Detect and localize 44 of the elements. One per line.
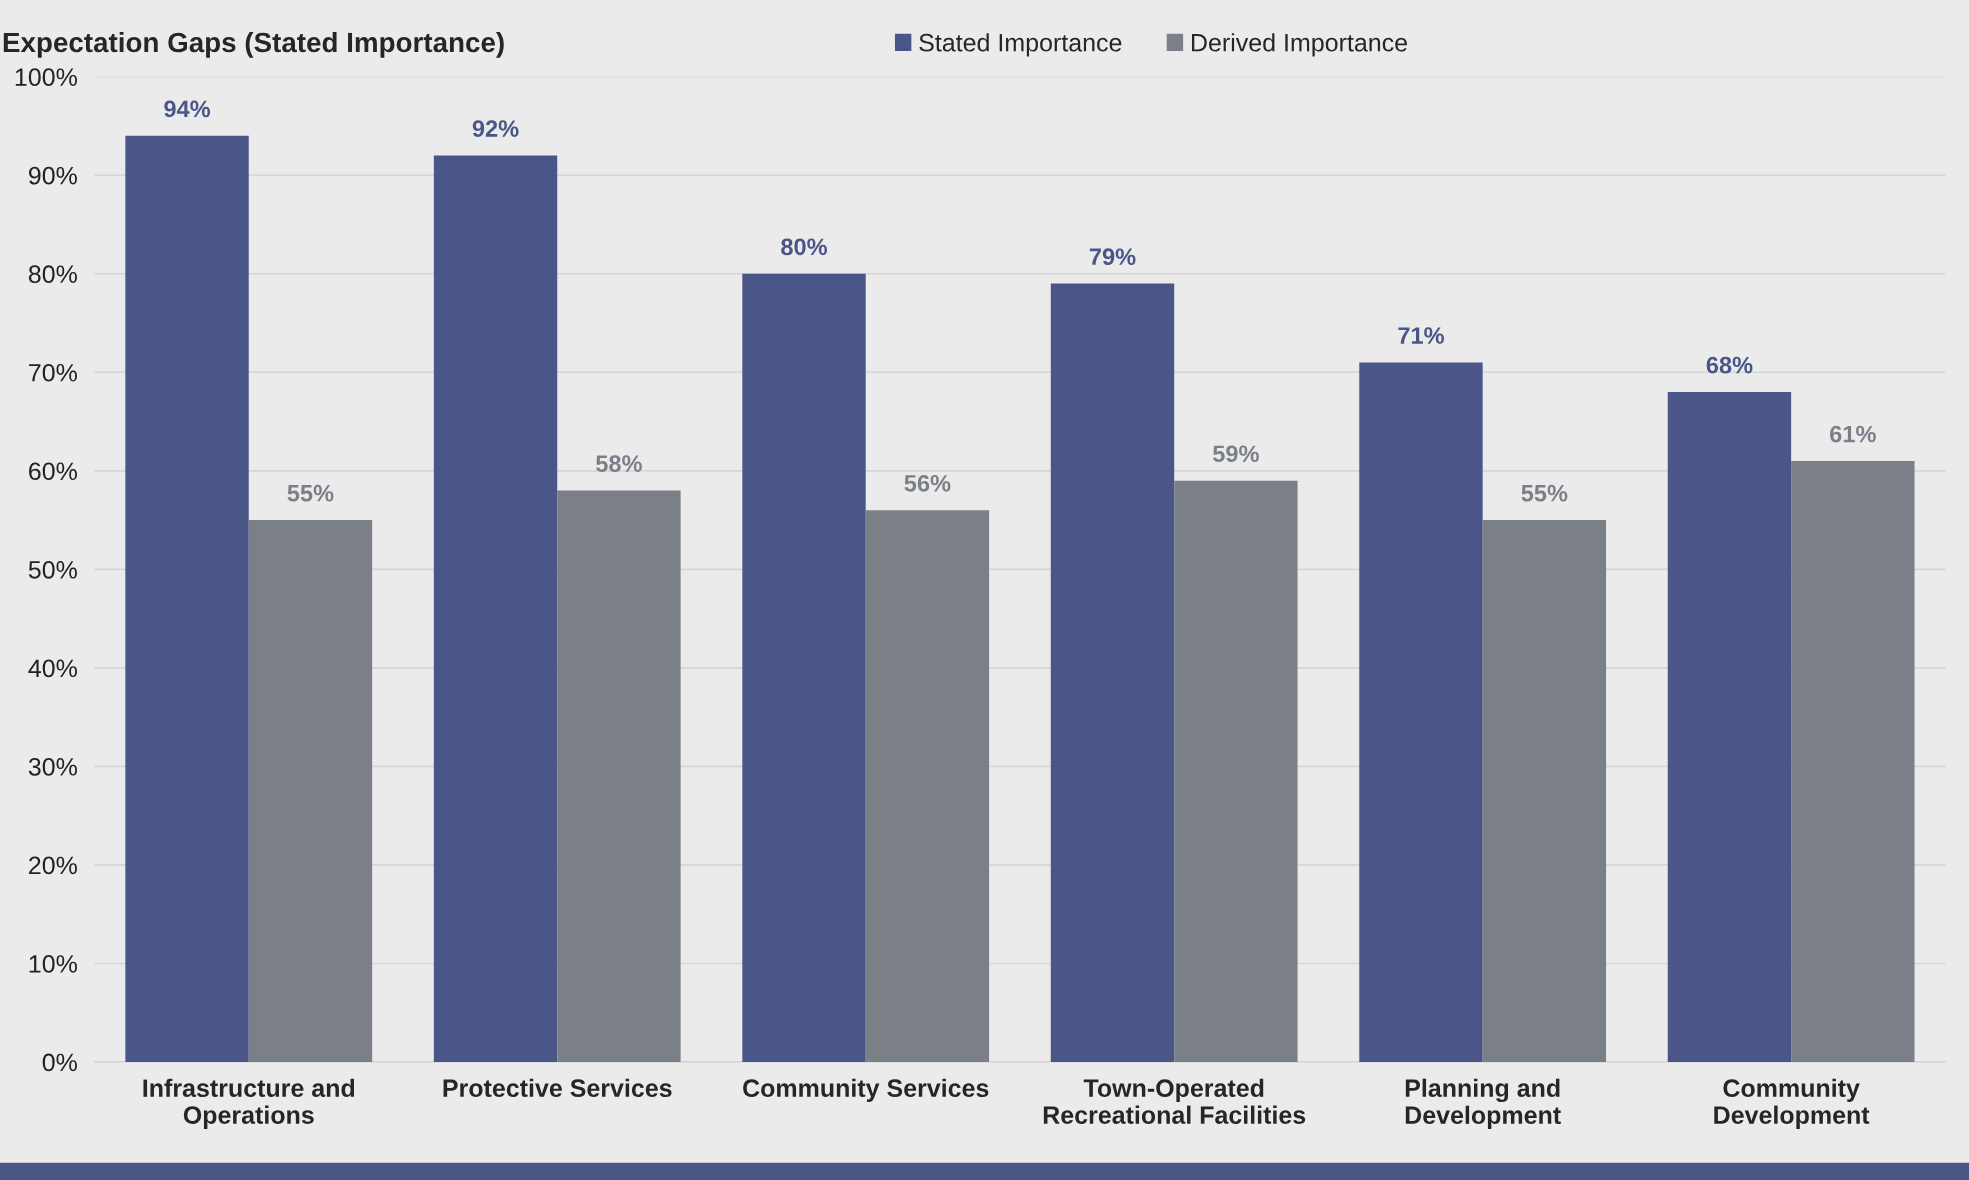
data-label: 56% — [904, 474, 951, 492]
bar — [1791, 460, 1915, 1062]
legend-label: Stated Importance — [919, 33, 1122, 57]
data-label: 80% — [781, 238, 828, 256]
x-tick-label: Planning and Development — [1405, 1078, 1561, 1130]
data-label: 55% — [1521, 484, 1568, 502]
bar — [865, 510, 990, 1062]
bar — [433, 155, 558, 1062]
x-tick-label: Community Development — [1714, 1078, 1870, 1129]
bar — [125, 135, 249, 1062]
y-tick-label: 20% — [29, 856, 77, 875]
bar — [248, 520, 373, 1062]
data-label: 94% — [164, 100, 211, 118]
y-tick-label: 90% — [28, 166, 77, 185]
bar — [1174, 480, 1298, 1062]
y-tick-label: 10% — [29, 955, 77, 973]
y-tick-label: 50% — [28, 560, 77, 579]
bar — [1359, 362, 1483, 1062]
y-tick-label: 80% — [28, 265, 77, 284]
bar — [742, 273, 866, 1062]
data-label: 55% — [287, 484, 334, 502]
data-label: 92% — [472, 120, 519, 137]
y-tick-label: 100% — [15, 68, 77, 86]
data-label: 71% — [1398, 327, 1444, 344]
x-tick-label: Infrastructure and Operations — [143, 1078, 355, 1129]
bar — [1050, 283, 1175, 1062]
y-tick-label: 30% — [28, 758, 77, 776]
data-label: 79% — [1089, 248, 1136, 266]
y-tick-label: 70% — [29, 363, 77, 382]
legend-label: Derived Importance — [1191, 33, 1407, 57]
bar — [1482, 520, 1607, 1062]
y-tick-label: 60% — [29, 462, 77, 481]
bar — [557, 490, 681, 1062]
y-tick-label: 0% — [42, 1053, 77, 1072]
data-label: 68% — [1706, 356, 1753, 374]
x-tick-label: Town-Operated Recreational Facilities — [1043, 1078, 1306, 1124]
x-tick-label: Community Services — [743, 1078, 989, 1102]
bar — [1667, 392, 1792, 1062]
x-tick-label: Protective Services — [443, 1078, 672, 1098]
y-tick-label: 40% — [28, 659, 77, 678]
chart-title: Expectation Gaps (Stated Importance) — [3, 31, 504, 58]
data-label: 58% — [596, 455, 642, 472]
data-label: 61% — [1830, 425, 1876, 443]
data-label: 59% — [1212, 445, 1259, 463]
